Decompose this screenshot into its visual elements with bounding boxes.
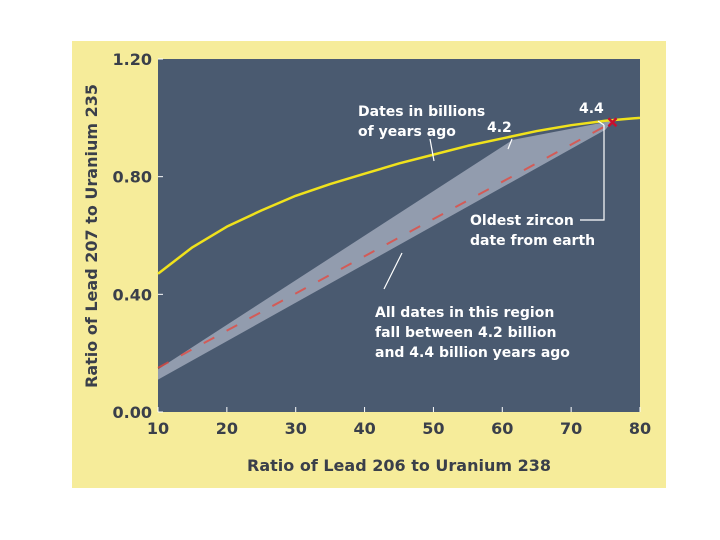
y-tick-label: 0.40 xyxy=(113,285,152,304)
leader-region xyxy=(383,252,403,290)
discordia-line xyxy=(157,121,613,369)
x-tick-label: 20 xyxy=(216,419,238,438)
x-tick-label: 10 xyxy=(147,419,169,438)
y-axis-title: Ratio of Lead 207 to Uranium 235 xyxy=(82,84,101,388)
annotation-oldest-zircon: Oldest zircon date from earth xyxy=(470,213,595,249)
concordia-curve xyxy=(157,116,641,275)
annotation-date-4-4: 4.4 xyxy=(579,101,604,117)
y-tick-label: 1.20 xyxy=(113,50,152,69)
chart-svg: 10 20 30 40 50 60 70 80 0.00 0.40 0.80 1.20 Dates i… xyxy=(82,50,651,475)
annotation-dates-billions: Dates in billions of years ago xyxy=(358,104,485,140)
leader-oldest-zircon xyxy=(580,125,605,221)
annotation-region-note: All dates in this region fall between 4.2… xyxy=(375,305,570,361)
x-tick-label: 50 xyxy=(422,419,444,438)
x-tick-label: 30 xyxy=(285,419,307,438)
leader-dates xyxy=(429,138,435,162)
y-tick-label: 0.00 xyxy=(113,403,152,422)
leader-4-2 xyxy=(507,138,513,150)
date-region xyxy=(158,120,613,380)
leader-4-4 xyxy=(597,120,605,126)
x-tick-label: 40 xyxy=(353,419,375,438)
x-tick-label: 80 xyxy=(629,419,651,438)
y-tick-label: 0.80 xyxy=(113,168,152,187)
chart-figure: 10 20 30 40 50 60 70 80 0.00 0.40 0.80 1.20 Dates i… xyxy=(72,41,666,488)
oldest-zircon-point xyxy=(607,117,618,128)
x-tick-label: 60 xyxy=(491,419,513,438)
x-tick-label: 70 xyxy=(560,419,582,438)
x-axis-title: Ratio of Lead 206 to Uranium 238 xyxy=(247,456,551,475)
annotation-date-4-2: 4.2 xyxy=(487,120,512,136)
